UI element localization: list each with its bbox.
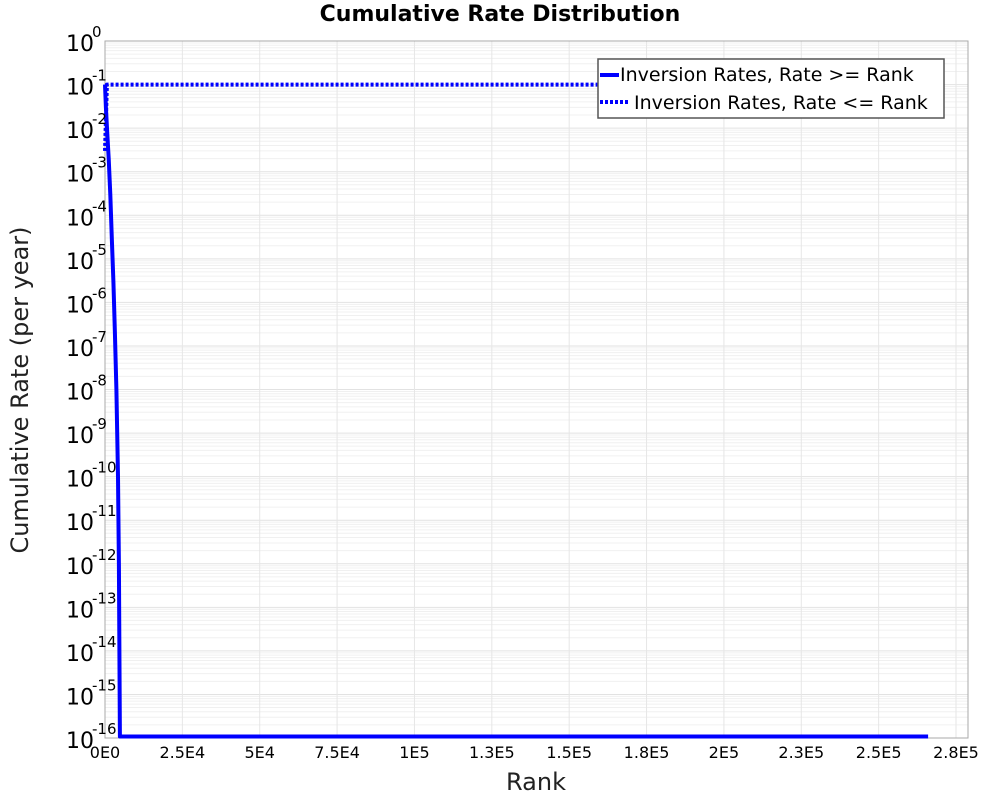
y-tick-label: 10-1 (66, 67, 107, 101)
x-tick-label: 1E5 (399, 743, 429, 762)
svg-text:10: 10 (66, 163, 94, 188)
svg-text:-8: -8 (92, 372, 107, 390)
y-tick-label: 10-2 (66, 110, 107, 144)
svg-text:10: 10 (66, 642, 94, 667)
svg-text:-7: -7 (92, 328, 107, 346)
svg-text:10: 10 (66, 250, 94, 275)
svg-text:10: 10 (66, 424, 94, 449)
svg-text:-2: -2 (92, 110, 107, 128)
svg-text:-10: -10 (92, 459, 117, 477)
svg-text:-5: -5 (92, 241, 107, 259)
x-axis-ticks: 0E0 2.5E4 5E4 7.5E4 1E5 1.3E5 1.5E5 1.8E5 2E5 2.3… (90, 743, 979, 762)
x-tick-label: 2E5 (709, 743, 739, 762)
legend-entry-rate-le-rank: Inversion Rates, Rate <= Rank (634, 92, 928, 114)
y-tick-label: 10-15 (66, 676, 117, 710)
svg-text:10: 10 (66, 598, 94, 623)
series-rate-ge-rank-line (103, 84, 929, 739)
svg-text:10: 10 (66, 511, 94, 536)
svg-text:-4: -4 (92, 197, 107, 215)
svg-text:10: 10 (66, 206, 94, 231)
series-lines (103, 82, 929, 739)
svg-text:-11: -11 (92, 502, 117, 520)
x-tick-label: 1.5E5 (546, 743, 592, 762)
y-tick-label: 10-11 (66, 502, 117, 536)
y-tick-label: 10-12 (66, 546, 117, 580)
x-tick-label: 2.3E5 (778, 743, 824, 762)
svg-text:10: 10 (66, 32, 94, 57)
svg-text:-9: -9 (92, 415, 107, 433)
y-axis-ticks: 10010-110-210-310-410-510-610-710-810-91… (66, 23, 117, 754)
x-tick-label: 2.5E5 (856, 743, 902, 762)
y-tick-label: 10-13 (66, 589, 117, 623)
chart-title: Cumulative Rate Distribution (319, 2, 681, 27)
svg-text:10: 10 (66, 76, 94, 101)
y-tick-label: 10-4 (66, 197, 107, 231)
x-tick-label: 2.5E4 (159, 743, 205, 762)
y-tick-label: 10-8 (66, 372, 107, 406)
x-tick-label: 2.8E5 (933, 743, 979, 762)
legend-entry-rate-ge-rank: Inversion Rates, Rate >= Rank (620, 64, 914, 86)
svg-text:-16: -16 (92, 720, 117, 738)
svg-text:10: 10 (66, 555, 94, 580)
svg-text:10: 10 (66, 381, 94, 406)
legend: Inversion Rates, Rate >= Rank Inversion … (597, 58, 945, 119)
x-tick-label: 1.3E5 (469, 743, 515, 762)
x-tick-label: 7.5E4 (314, 743, 360, 762)
svg-text:10: 10 (66, 729, 94, 754)
svg-text:10: 10 (66, 685, 94, 710)
y-tick-label: 10-3 (66, 154, 107, 188)
svg-text:-12: -12 (92, 546, 117, 564)
x-tick-label: 0E0 (90, 743, 120, 762)
svg-text:-6: -6 (92, 284, 107, 302)
svg-text:10: 10 (66, 337, 94, 362)
y-tick-label: 10-7 (66, 328, 107, 362)
x-tick-label: 1.8E5 (624, 743, 670, 762)
svg-text:10: 10 (66, 119, 94, 144)
svg-text:0: 0 (92, 23, 102, 41)
svg-text:10: 10 (66, 293, 94, 318)
x-axis-label: Rank (506, 768, 566, 796)
svg-text:-15: -15 (92, 676, 117, 694)
svg-text:-13: -13 (92, 589, 117, 607)
y-tick-label: 10-9 (66, 415, 107, 449)
x-tick-label: 5E4 (244, 743, 274, 762)
y-tick-label: 10-16 (66, 720, 117, 754)
svg-text:-14: -14 (92, 633, 117, 651)
grid-lines (104, 40, 968, 738)
y-tick-label: 10-14 (66, 633, 117, 667)
y-tick-label: 100 (66, 23, 102, 57)
svg-text:-1: -1 (92, 67, 107, 85)
y-tick-label: 10-10 (66, 459, 117, 493)
y-tick-label: 10-6 (66, 284, 107, 318)
svg-text:10: 10 (66, 468, 94, 493)
y-tick-label: 10-5 (66, 241, 107, 275)
svg-text:-3: -3 (92, 154, 107, 172)
